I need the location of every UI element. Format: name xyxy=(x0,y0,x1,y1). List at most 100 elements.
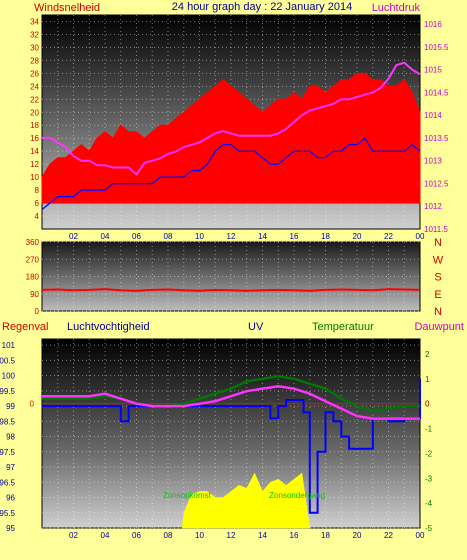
y-tick-label-right: 1013 xyxy=(424,157,442,166)
y-tick-label-right: 1012 xyxy=(424,202,442,211)
y-tick-label-left: 8 xyxy=(35,186,40,195)
wind-speed-label: Windsnelheid xyxy=(34,2,100,14)
y-tick-label-right: -1 xyxy=(425,425,433,434)
y-tick-label-right: 1016 xyxy=(424,20,442,29)
y-tick-label-left: 97 xyxy=(6,463,15,472)
y-tick-label-left: 97.5 xyxy=(0,448,16,457)
compass-tick-label: W xyxy=(433,254,444,266)
y-tick-label-left: 34 xyxy=(30,17,39,26)
y-tick-label-left: 20 xyxy=(30,108,39,117)
y-tick-label-right: 1015 xyxy=(424,66,442,75)
x-tick-label: 02 xyxy=(69,531,78,540)
y-tick-label-left: 96 xyxy=(6,494,15,503)
x-tick-label: 16 xyxy=(290,531,299,540)
y-tick-label-left: 100.5 xyxy=(0,356,16,365)
x-tick-label: 16 xyxy=(290,232,299,241)
y-tick-label-left: 96.5 xyxy=(0,478,16,487)
y-tick-label-left: 28 xyxy=(30,56,39,65)
x-tick-label: 20 xyxy=(353,232,362,241)
dewpoint-series xyxy=(42,385,420,420)
y-tick-label-left: 270 xyxy=(26,255,40,264)
rain-zero-label: 0 xyxy=(30,400,35,409)
x-tick-label: 14 xyxy=(258,232,267,241)
temperature-label: Temperatuur xyxy=(312,321,374,333)
y-tick-label-left: 32 xyxy=(30,30,39,39)
y-tick-label-left: 30 xyxy=(30,43,39,52)
x-tick-label: 22 xyxy=(384,232,393,241)
y-tick-label-left: 10 xyxy=(30,173,39,182)
plot-area xyxy=(41,241,421,312)
y-tick-label-left: 14 xyxy=(30,147,39,156)
y-tick-label-left: 95.5 xyxy=(0,509,16,518)
x-tick-label: 04 xyxy=(101,531,110,540)
compass-tick-label: E xyxy=(434,289,441,301)
graph-title: 24 hour graph day : 22 January 2014 xyxy=(172,1,352,13)
x-tick-label: 10 xyxy=(195,531,204,540)
uv-series xyxy=(181,472,311,529)
x-tick-label: 14 xyxy=(258,531,267,540)
temp-zero-label: 0 xyxy=(425,400,430,409)
y-tick-label-left: 24 xyxy=(30,82,39,91)
y-tick-label-right: 0 xyxy=(425,400,430,409)
sunrise-label: Zonsopkomst xyxy=(163,491,212,500)
x-tick-label: 22 xyxy=(384,531,393,540)
compass-tick-label: N xyxy=(434,306,442,318)
uv-label: UV xyxy=(248,321,264,333)
rain-label: Regenval xyxy=(2,321,48,333)
y-tick-label-right: 1015.5 xyxy=(424,43,449,52)
y-tick-label-left: 98.5 xyxy=(0,417,16,426)
y-tick-label-left: 95 xyxy=(6,524,15,533)
x-tick-label: 06 xyxy=(132,232,141,241)
y-tick-label-right: -2 xyxy=(425,449,433,458)
y-tick-label-left: 90 xyxy=(30,290,39,299)
x-tick-label: 06 xyxy=(132,531,141,540)
y-tick-label-left: 4 xyxy=(35,212,40,221)
compass-tick-label: S xyxy=(434,272,441,284)
y-tick-label-right: 1014.5 xyxy=(424,88,449,97)
x-tick-label: 12 xyxy=(227,232,236,241)
y-tick-label-right: 1 xyxy=(425,375,430,384)
wind-average-series xyxy=(41,137,421,210)
y-tick-label-left: 101 xyxy=(2,341,16,350)
y-tick-label-right: 1012.5 xyxy=(424,179,449,188)
y-tick-label-right: -3 xyxy=(425,474,433,483)
y-tick-label-right: -4 xyxy=(425,499,433,508)
x-tick-label: 00 xyxy=(416,531,425,540)
y-tick-label-left: 0 xyxy=(35,307,40,316)
humidity-label: Luchtvochtigheid xyxy=(67,321,150,333)
x-tick-label: 12 xyxy=(227,531,236,540)
x-tick-label: 00 xyxy=(416,232,425,241)
humidity-series xyxy=(42,378,421,514)
pressure-series xyxy=(42,61,421,176)
y-tick-label-left: 12 xyxy=(30,160,39,169)
y-tick-label-right: -5 xyxy=(425,524,433,533)
y-tick-label-left: 100 xyxy=(2,372,16,381)
x-tick-label: 18 xyxy=(321,232,330,241)
y-tick-label-left: 16 xyxy=(30,134,39,143)
wind-direction-series xyxy=(41,288,421,292)
y-tick-label-right: 1014 xyxy=(424,111,442,120)
x-tick-label: 02 xyxy=(69,232,78,241)
x-tick-label: 18 xyxy=(321,531,330,540)
y-tick-label-right: 1013.5 xyxy=(424,134,449,143)
x-tick-label: 20 xyxy=(353,531,362,540)
x-tick-label: 08 xyxy=(164,531,173,540)
y-tick-label-left: 26 xyxy=(30,69,39,78)
y-tick-label-right: 1011.5 xyxy=(424,225,448,234)
humidity-temperature-chart: 9595.59696.59797.59898.59999.5100100.510… xyxy=(0,338,433,540)
y-tick-label-left: 99.5 xyxy=(0,387,16,396)
sunset-label: Zonsondergang xyxy=(269,491,325,500)
y-tick-label-left: 22 xyxy=(30,95,39,104)
y-tick-label-left: 98 xyxy=(6,433,15,442)
y-tick-label-left: 99 xyxy=(6,402,15,411)
x-tick-label: 10 xyxy=(195,232,204,241)
x-tick-label: 04 xyxy=(101,232,110,241)
pressure-label: Luchtdruk xyxy=(372,2,421,14)
y-tick-label-left: 180 xyxy=(26,273,40,282)
y-tick-label-right: 2 xyxy=(425,350,430,359)
compass-tick-label: N xyxy=(434,237,442,249)
y-tick-label-left: 18 xyxy=(30,121,39,130)
y-tick-label-left: 6 xyxy=(35,199,40,208)
